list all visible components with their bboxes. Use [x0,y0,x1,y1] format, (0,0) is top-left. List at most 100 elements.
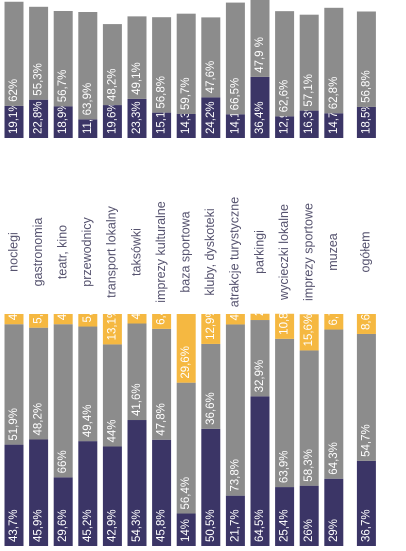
category-label-6: imprezy kulturalne [154,201,168,302]
left-value-label-0-3: 45,2% [82,509,94,542]
right-bar-0-4 [102,105,122,138]
right-value-label-0-4: 19,6% [106,101,118,134]
category-label-7: baza sportowa [178,211,192,292]
right-value-label-1-6: 56,8% [156,76,168,109]
category-label-2: teatr, kino [55,225,69,279]
left-value-label-0-14: 36,7% [360,509,372,542]
left-stacked-chart: 43,7% 51,9% 4,4% 45,9% 48,2% 5,9% 29,6% 66% 4,4%… [4,290,376,546]
right-bar-1-3 [78,12,98,120]
left-bar-0-9 [225,495,245,546]
category-label-9: atrakcje turystyczne [228,197,242,308]
left-bar-1-2 [53,324,73,478]
right-bar-1-0 [4,1,24,106]
left-bar-0-11 [275,487,295,546]
left-value-label-1-11: 63,9% [279,450,291,483]
left-value-label-2-6: 6,4% [156,299,168,325]
right-bar-0-14 [356,106,376,138]
right-value-label-0-0: 19,1% [8,101,20,134]
left-bar-1-12 [299,350,319,486]
left-value-label-0-2: 29,6% [57,509,69,542]
left-bar-0-12 [299,485,319,546]
right-bar-0-12 [299,110,319,138]
right-value-label-0-5: 23,3% [131,101,143,134]
right-bar-1-5 [127,16,147,99]
left-value-label-2-1: 5,9% [33,297,45,323]
left-bar-1-14 [356,333,376,461]
left-value-label-1-12: 58,3% [303,449,315,482]
left-value-label-2-14: 8,6% [360,304,372,330]
right-bar-0-11 [275,116,295,138]
left-value-label-2-12: 15,6% [303,314,315,347]
right-value-label-0-2: 18,9% [57,101,69,134]
left-bar-1-10 [250,320,270,397]
left-value-label-0-13: 29% [328,519,340,542]
left-bar-1-5 [127,323,147,421]
right-bar-0-8 [201,97,221,138]
left-bar-2-10 [250,313,270,321]
right-value-label-1-7: 59,7% [180,77,192,110]
right-bar-1-12 [299,14,319,111]
left-bar-2-1 [29,314,49,328]
left-value-label-2-13: 6,7% [328,299,340,325]
right-value-label-0-1: 22,8% [33,101,45,134]
right-value-label-1-1: 55,3% [33,63,45,96]
right-bar-0-10 [250,76,270,138]
left-bar-1-13 [324,329,344,479]
left-bar-0-14 [356,460,376,546]
category-label-14: ogółem [359,232,373,273]
left-bar-2-5 [127,314,147,324]
left-value-label-2-5: 4,1% [131,293,143,319]
left-bar-0-6 [152,439,172,546]
right-bar-0-9 [225,114,245,138]
left-bar-2-7 [176,314,196,383]
right-value-label-1-12: 57,1% [303,74,315,107]
left-value-label-0-1: 45,9% [33,509,45,542]
left-bar-1-3 [78,326,98,442]
left-value-label-0-4: 42,9% [106,509,118,542]
left-value-label-0-11: 25,4% [279,509,291,542]
left-value-label-0-8: 50,5% [205,509,217,542]
left-bar-1-11 [275,338,295,488]
left-value-label-2-11: 10,8% [279,302,291,335]
right-value-label-1-13: 62,8% [328,77,340,110]
right-bar-0-13 [324,113,344,138]
left-value-label-1-14: 54,7% [360,424,372,457]
left-value-label-1-1: 48,2% [33,403,45,436]
left-bar-2-2 [53,314,73,325]
left-value-label-1-4: 44% [106,419,118,442]
right-bar-0-6 [152,112,172,138]
right-value-label-1-14: 56,8% [360,70,372,103]
left-bar-1-9 [225,324,245,496]
right-value-label-0-8: 24,2% [205,101,217,134]
category-label-10: parkingi [252,230,266,274]
left-bar-2-12 [299,314,319,351]
left-value-label-2-10: 2,7% [254,290,266,316]
category-label-8: kluby, dyskoteki [203,208,217,295]
right-value-label-1-10: 47,9 % [254,37,266,73]
left-value-label-1-13: 64,3% [328,442,340,475]
right-value-label-1-2: 56,7% [57,70,69,103]
left-bar-0-13 [324,478,344,546]
right-bar-1-11 [275,11,295,117]
category-label-1: gastronomia [31,218,45,287]
right-bar-1-9 [225,2,245,115]
left-bar-1-4 [102,344,122,447]
left-bar-0-8 [201,428,221,546]
right-bar-1-6 [152,17,172,113]
left-bar-1-0 [4,324,24,445]
right-value-label-1-9: 66,5% [229,78,241,111]
left-bar-0-0 [4,444,24,546]
left-value-label-1-10: 32,9% [254,360,266,393]
right-bar-0-1 [29,99,49,138]
left-bar-2-11 [275,313,295,339]
category-label-3: przewodnicy [80,217,94,287]
left-bar-0-4 [102,446,122,546]
right-value-label-1-8: 47,6% [205,61,217,94]
left-bar-2-14 [356,314,376,334]
left-bar-0-2 [53,477,73,546]
right-stacked-chart: 19,1%62%22,8%55,3%18,9%56,7%11,1%63,9%19… [4,0,376,138]
right-bar-1-14 [356,11,376,107]
left-value-label-1-3: 49,4% [82,405,94,438]
right-bar-0-3 [78,119,98,138]
category-labels: noclegi gastronomia teatr, kino przewodnicy… [6,197,372,308]
